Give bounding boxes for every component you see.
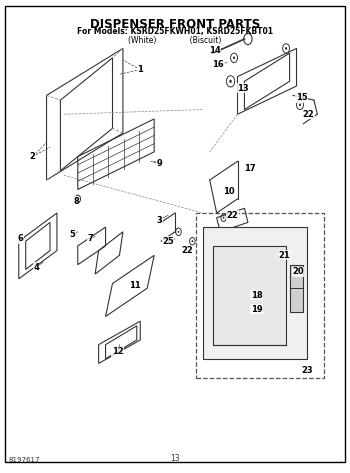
- Text: 4: 4: [33, 263, 39, 272]
- Polygon shape: [289, 265, 303, 312]
- Text: 20: 20: [293, 267, 304, 276]
- Text: 14: 14: [209, 46, 221, 55]
- Circle shape: [229, 79, 232, 83]
- Text: 22: 22: [303, 110, 315, 119]
- Text: 10: 10: [223, 187, 235, 196]
- Circle shape: [233, 56, 235, 59]
- Text: 8: 8: [73, 197, 79, 206]
- Text: 15: 15: [296, 93, 308, 102]
- Text: 7: 7: [87, 234, 93, 243]
- Text: 2: 2: [30, 152, 36, 161]
- Text: 11: 11: [129, 281, 141, 290]
- Text: 9: 9: [156, 159, 162, 168]
- Text: 21: 21: [279, 251, 290, 260]
- Text: 18: 18: [251, 291, 262, 300]
- Text: (White)              (Biscuit): (White) (Biscuit): [128, 36, 222, 45]
- Circle shape: [178, 231, 179, 233]
- Text: DISPENSER FRONT PARTS: DISPENSER FRONT PARTS: [90, 18, 260, 31]
- Circle shape: [299, 104, 301, 106]
- Text: 3: 3: [156, 216, 162, 225]
- Text: 6: 6: [18, 234, 23, 243]
- Text: 5: 5: [70, 230, 76, 239]
- Circle shape: [191, 240, 193, 242]
- Circle shape: [77, 198, 79, 200]
- Text: 22: 22: [181, 246, 193, 255]
- Text: 13: 13: [170, 454, 180, 463]
- Text: For Models: KSRD25FKWH01, KSRD25FKBT01: For Models: KSRD25FKWH01, KSRD25FKBT01: [77, 27, 273, 36]
- Text: 8197617: 8197617: [8, 457, 40, 463]
- Circle shape: [285, 47, 287, 50]
- Text: 16: 16: [212, 61, 224, 70]
- Text: 19: 19: [251, 305, 262, 314]
- Circle shape: [223, 217, 224, 219]
- Text: .: .: [340, 457, 342, 463]
- Text: 1: 1: [137, 65, 143, 74]
- Text: 23: 23: [301, 366, 313, 375]
- Text: 25: 25: [162, 236, 174, 245]
- Text: 17: 17: [244, 164, 256, 173]
- Text: 12: 12: [112, 347, 124, 356]
- Text: 22: 22: [226, 211, 238, 220]
- Polygon shape: [203, 227, 307, 359]
- Polygon shape: [213, 246, 286, 345]
- Text: 13: 13: [237, 84, 248, 93]
